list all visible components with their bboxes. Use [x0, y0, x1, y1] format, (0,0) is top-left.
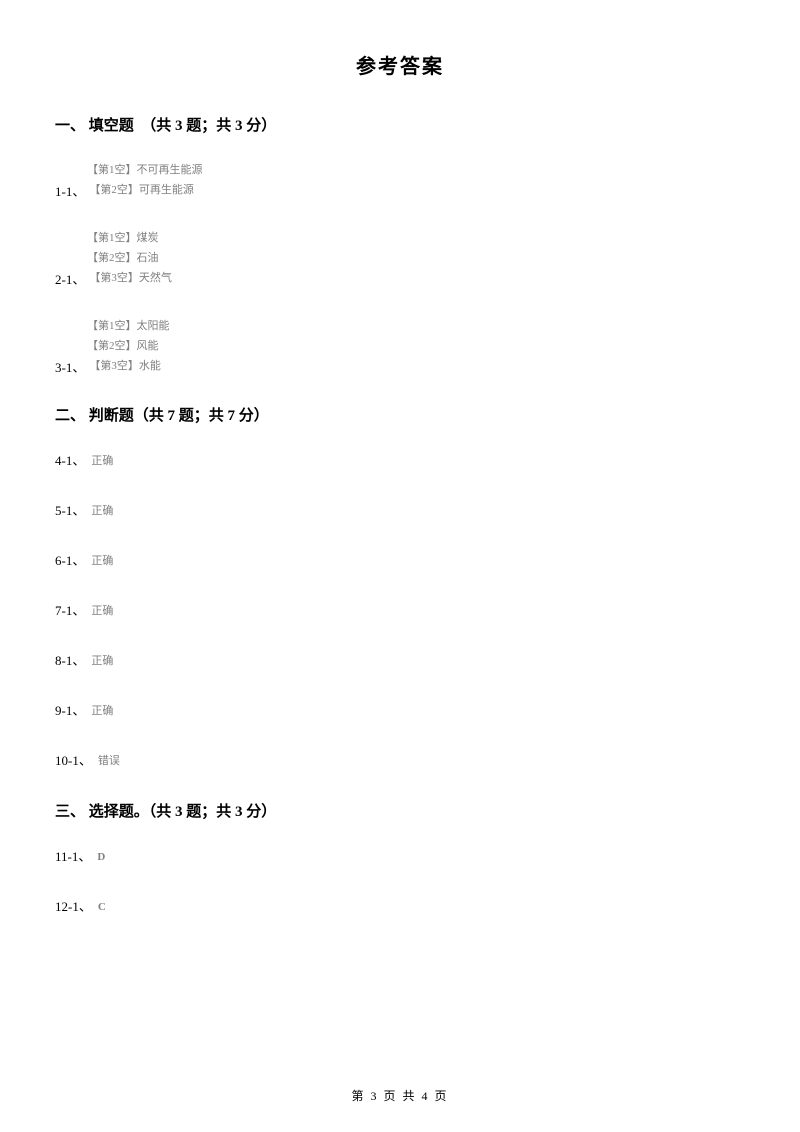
question-2: 【第1空】煤炭 【第2空】石油 2-1、 【第3空】天然气	[55, 228, 745, 288]
answer-5: 5-1、 正确	[55, 500, 745, 520]
q3-blank-3: 【第3空】水能	[89, 356, 161, 376]
page-title: 参考答案	[55, 50, 745, 79]
a9-value: 正确	[91, 705, 113, 717]
a4-value: 正确	[91, 455, 113, 467]
answer-12: 12-1、 C	[55, 896, 745, 916]
question-1: 【第1空】不可再生能源 1-1、 【第2空】可再生能源	[55, 160, 745, 200]
a5-number: 5-1、	[55, 503, 85, 518]
section-3: 三、 选择题。（共 3 题；共 3 分） 11-1、 D 12-1、 C	[55, 800, 745, 916]
section-2: 二、 判断题（共 7 题；共 7 分） 4-1、 正确 5-1、 正确 6-1、…	[55, 404, 745, 770]
q3-number: 3-1、	[55, 357, 85, 376]
section-2-heading: 二、 判断题（共 7 题；共 7 分）	[55, 404, 745, 425]
q2-blank-3: 【第3空】天然气	[89, 268, 172, 288]
answer-8: 8-1、 正确	[55, 650, 745, 670]
section-3-heading: 三、 选择题。（共 3 题；共 3 分）	[55, 800, 745, 821]
a12-value: C	[98, 901, 106, 913]
a10-value: 错误	[98, 755, 120, 767]
a7-number: 7-1、	[55, 603, 85, 618]
q3-blank-1: 【第1空】太阳能	[87, 316, 745, 336]
q2-blank-2: 【第2空】石油	[87, 248, 745, 268]
answer-9: 9-1、 正确	[55, 700, 745, 720]
a12-number: 12-1、	[55, 899, 92, 914]
a6-number: 6-1、	[55, 553, 85, 568]
a8-value: 正确	[91, 655, 113, 667]
q1-blank-1: 【第1空】不可再生能源	[87, 160, 745, 180]
q2-blank-1: 【第1空】煤炭	[87, 228, 745, 248]
answer-10: 10-1、 错误	[55, 750, 745, 770]
a11-value: D	[97, 851, 105, 863]
a10-number: 10-1、	[55, 753, 92, 768]
a7-value: 正确	[91, 605, 113, 617]
answer-11: 11-1、 D	[55, 846, 745, 866]
a5-value: 正确	[91, 505, 113, 517]
a6-value: 正确	[91, 555, 113, 567]
a8-number: 8-1、	[55, 653, 85, 668]
answer-4: 4-1、 正确	[55, 450, 745, 470]
section-1-heading: 一、 填空题 （共 3 题；共 3 分）	[55, 114, 745, 135]
q1-blank-2: 【第2空】可再生能源	[89, 180, 194, 200]
a9-number: 9-1、	[55, 703, 85, 718]
q2-number: 2-1、	[55, 269, 85, 288]
page-footer: 第 3 页 共 4 页	[0, 1087, 800, 1104]
a4-number: 4-1、	[55, 453, 85, 468]
q3-blank-2: 【第2空】风能	[87, 336, 745, 356]
q1-number: 1-1、	[55, 181, 85, 200]
a11-number: 11-1、	[55, 849, 91, 864]
answer-6: 6-1、 正确	[55, 550, 745, 570]
question-3: 【第1空】太阳能 【第2空】风能 3-1、 【第3空】水能	[55, 316, 745, 376]
answer-7: 7-1、 正确	[55, 600, 745, 620]
section-1: 一、 填空题 （共 3 题；共 3 分） 【第1空】不可再生能源 1-1、 【第…	[55, 114, 745, 376]
